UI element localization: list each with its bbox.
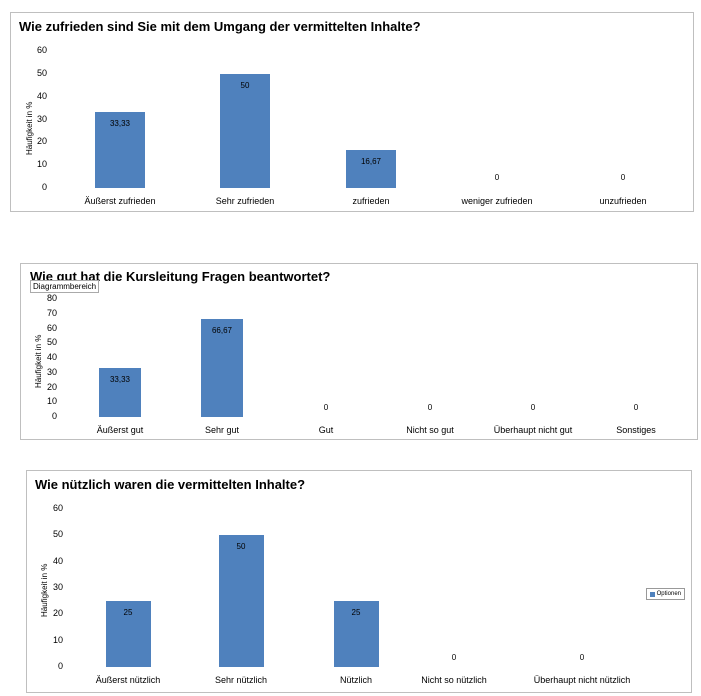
x-tick-label: Sonstiges [616,425,656,435]
data-label: 0 [427,403,433,412]
bar [201,318,243,417]
x-tick-label: Äußerst nützlich [95,675,161,685]
y-tick-label: 30 [46,366,57,377]
data-label: 16,67 [360,156,382,166]
chart-panel-questions: Wie gut hat die Kursleitung Fragen beant… [20,263,698,440]
legend: Optionen [645,588,685,600]
x-tick-label: Äußerst gut [96,425,144,435]
x-tick-label: weniger zufrieden [461,196,533,206]
data-label: 0 [494,173,500,182]
legend-swatch [649,591,655,597]
y-axis-label: Häufigkeit in % [25,101,34,155]
chart-area-tooltip: Diagrammbereich [30,280,100,293]
y-tick-label: 0 [57,661,63,671]
x-tick-label: Sehr nützlich [214,675,268,685]
data-label: 33,33 [109,118,131,128]
bar [333,601,379,667]
y-tick-label: 30 [52,582,63,592]
x-tick-label: Nützlich [339,675,372,685]
y-tick-label: 40 [46,352,57,362]
y-tick-label: 50 [46,337,57,348]
bar [95,111,145,188]
y-tick-label: 20 [46,381,57,392]
data-label: 25 [351,608,361,618]
chart-title: Wie nützlich waren die vermittelten Inha… [35,477,306,492]
bar [105,601,151,667]
y-tick-label: 10 [36,159,47,170]
data-label: 25 [123,608,133,618]
x-tick-label: Sehr gut [204,425,240,435]
y-tick-label: 60 [46,322,57,333]
x-tick-label: Äußerst zufrieden [84,196,156,206]
data-label: 0 [620,173,626,182]
y-tick-label: 70 [46,307,57,318]
data-label: 0 [451,653,457,662]
x-tick-label: Sehr zufrieden [215,196,275,206]
y-tick-label: 60 [36,45,47,55]
y-tick-label: 30 [36,113,47,124]
y-tick-label: 20 [36,136,47,147]
bar [99,367,141,417]
y-tick-label: 40 [52,555,63,566]
data-label: 0 [530,403,536,412]
y-tick-label: 10 [46,396,57,407]
x-tick-label: Überhaupt nicht nützlich [533,675,631,685]
chart-title: Wie zufrieden sind Sie mit dem Umgang de… [19,19,421,34]
x-tick-label: Überhaupt nicht gut [493,425,573,435]
x-tick-label: Nicht so gut [406,425,454,435]
chart-title: Wie gut hat die Kursleitung Fragen beant… [30,269,331,284]
chart-panel-usefulness: Wie nützlich waren die vermittelten Inha… [26,470,692,693]
y-tick-label: 40 [36,90,47,101]
x-tick-label: zufrieden [352,196,390,206]
x-tick-label: Gut [318,425,334,435]
y-tick-label: 0 [41,182,47,192]
data-label: 50 [236,542,246,552]
data-label: 66,67 [211,325,233,335]
data-label: 0 [633,403,639,412]
x-tick-label: Nicht so nützlich [421,675,487,685]
data-label: 0 [579,653,585,662]
data-label: 0 [323,403,329,412]
x-tick-label: unzufrieden [599,196,647,206]
chart-panel-satisfaction: Wie zufrieden sind Sie mit dem Umgang de… [10,12,694,212]
y-tick-label: 50 [52,529,63,540]
data-label: 33,33 [109,374,131,384]
data-label: 50 [240,80,250,90]
legend-label: Optionen [656,591,681,597]
y-tick-label: 10 [52,634,63,645]
bar [218,535,264,667]
y-tick-label: 60 [52,503,63,513]
bar [220,73,270,188]
y-tick-label: 20 [52,608,63,619]
y-tick-label: 50 [36,67,47,78]
y-tick-label: 0 [51,411,57,421]
y-tick-label: 80 [46,293,57,303]
bar [346,149,396,188]
